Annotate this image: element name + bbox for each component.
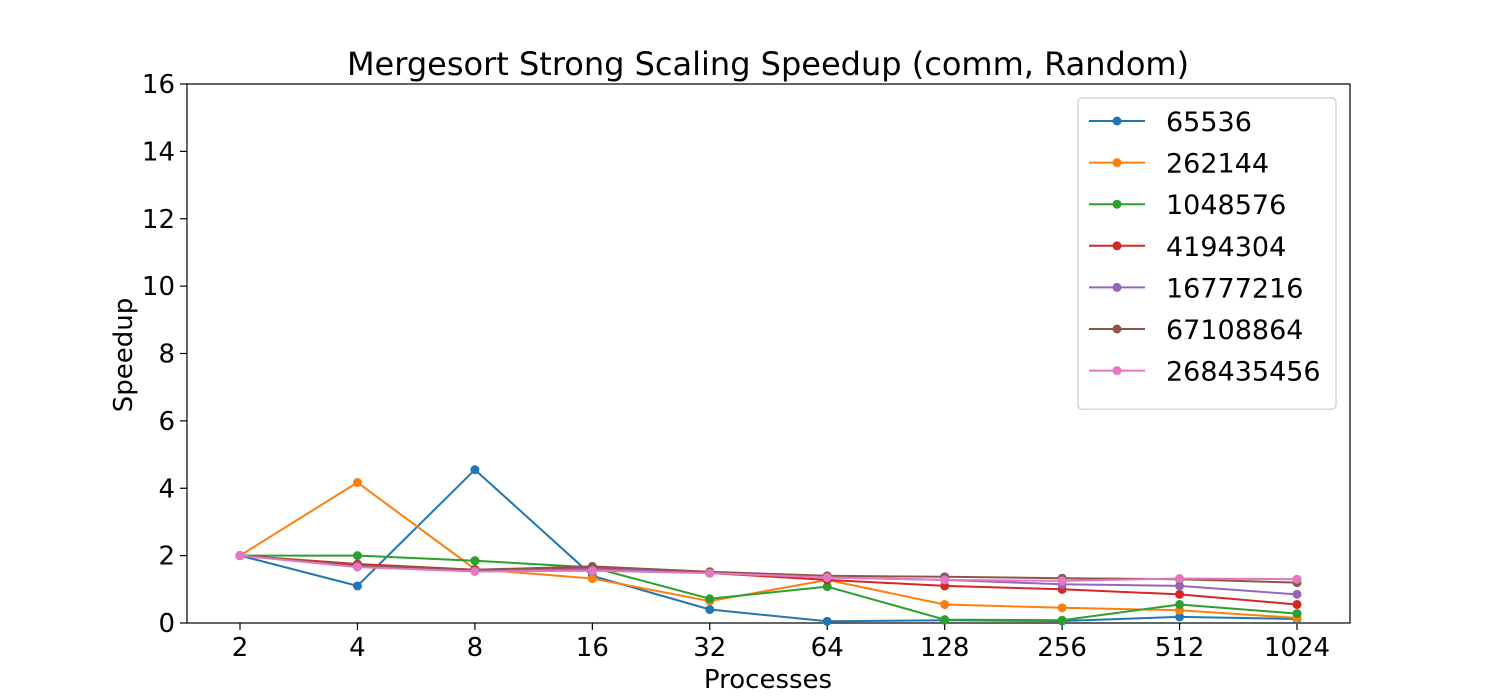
legend-swatch-marker (1112, 282, 1122, 292)
y-axis: 0 2 4 6 8 10 12 14 16 (142, 70, 187, 639)
legend-swatch-marker (1112, 158, 1122, 168)
y-tick-label: 2 (158, 542, 175, 572)
x-tick-label: 512 (1155, 633, 1205, 663)
legend-swatch-marker (1112, 324, 1122, 334)
data-point (1175, 612, 1185, 622)
data-point (235, 551, 245, 561)
data-point (940, 599, 950, 609)
data-point (1057, 615, 1067, 625)
series-65536 (235, 465, 1302, 626)
data-point (1292, 589, 1302, 599)
data-point (587, 566, 597, 576)
data-point (470, 556, 480, 566)
data-point (705, 594, 715, 604)
y-tick-label: 4 (158, 474, 175, 504)
y-tick-label: 0 (158, 609, 175, 639)
data-point (352, 551, 362, 561)
data-point (1292, 574, 1302, 584)
series-262144 (235, 478, 1302, 623)
data-point (940, 575, 950, 585)
data-point (352, 478, 362, 488)
legend-box (1077, 97, 1337, 410)
legend-entry: 65536 (1089, 107, 1252, 138)
data-point (1292, 599, 1302, 609)
data-point (705, 568, 715, 578)
series-268435456 (235, 551, 1302, 586)
data-point (352, 581, 362, 591)
data-point (940, 615, 950, 625)
data-point (1175, 599, 1185, 609)
y-tick-label: 16 (142, 70, 175, 100)
series-1048576 (235, 551, 1302, 625)
legend-swatch-marker (1112, 199, 1122, 209)
legend-label: 67108864 (1166, 315, 1303, 346)
x-tick-label: 4 (349, 633, 366, 663)
legend-label: 1048576 (1166, 190, 1286, 221)
y-tick-label: 10 (142, 272, 175, 302)
legend-label: 16777216 (1166, 273, 1303, 304)
series-line (239, 481, 1298, 619)
y-tick-label: 12 (142, 205, 175, 235)
legend-entry: 4194304 (1089, 232, 1286, 263)
legend-entry: 1048576 (1089, 190, 1286, 221)
data-point (822, 616, 832, 626)
x-tick-label: 64 (811, 633, 844, 663)
y-tick-label: 14 (142, 137, 175, 167)
series-line (239, 554, 1298, 582)
x-axis: 2 4 8 16 32 64 128 256 512 1024 (232, 623, 1330, 663)
x-tick-label: 32 (693, 633, 726, 663)
legend-swatch-marker (1112, 366, 1122, 376)
chart-title: Mergesort Strong Scaling Speedup (comm, … (347, 45, 1189, 83)
data-point (822, 573, 832, 583)
x-tick-label: 1024 (1264, 633, 1330, 663)
x-axis-label: Processes (704, 665, 832, 695)
legend-label: 262144 (1166, 149, 1269, 180)
legend-entry: 67108864 (1089, 315, 1303, 346)
y-axis-label: Speedup (109, 298, 139, 413)
series-line (240, 554, 1298, 622)
data-point (1175, 581, 1185, 591)
series-line (239, 468, 1298, 623)
y-tick-label: 6 (158, 407, 175, 437)
data-point (352, 562, 362, 572)
data-point (1175, 574, 1185, 584)
legend: 65536 262144 1048576 4194304 16777216 6710886… (1077, 97, 1337, 410)
legend-label: 65536 (1166, 107, 1252, 138)
data-point (1292, 609, 1302, 619)
legend-swatch-marker (1112, 116, 1122, 126)
data-point (1057, 576, 1067, 586)
legend-label: 4194304 (1166, 232, 1286, 263)
legend-label: 268435456 (1166, 357, 1321, 388)
legend-entry: 16777216 (1089, 273, 1303, 304)
data-point (1057, 603, 1067, 613)
data-point (470, 566, 480, 576)
data-point (470, 465, 480, 475)
y-tick-label: 8 (158, 340, 175, 370)
x-tick-label: 8 (467, 633, 484, 663)
x-tick-label: 16 (576, 633, 609, 663)
legend-swatch-marker (1112, 241, 1122, 251)
x-tick-label: 128 (920, 633, 970, 663)
series-layer (235, 465, 1302, 626)
data-point (1175, 589, 1185, 599)
legend-entry: 268435456 (1089, 357, 1321, 388)
x-tick-label: 256 (1037, 633, 1087, 663)
data-point (705, 605, 715, 615)
data-point (587, 574, 597, 584)
legend-entry: 262144 (1089, 149, 1269, 180)
x-tick-label: 2 (232, 633, 249, 663)
data-point (822, 582, 832, 592)
